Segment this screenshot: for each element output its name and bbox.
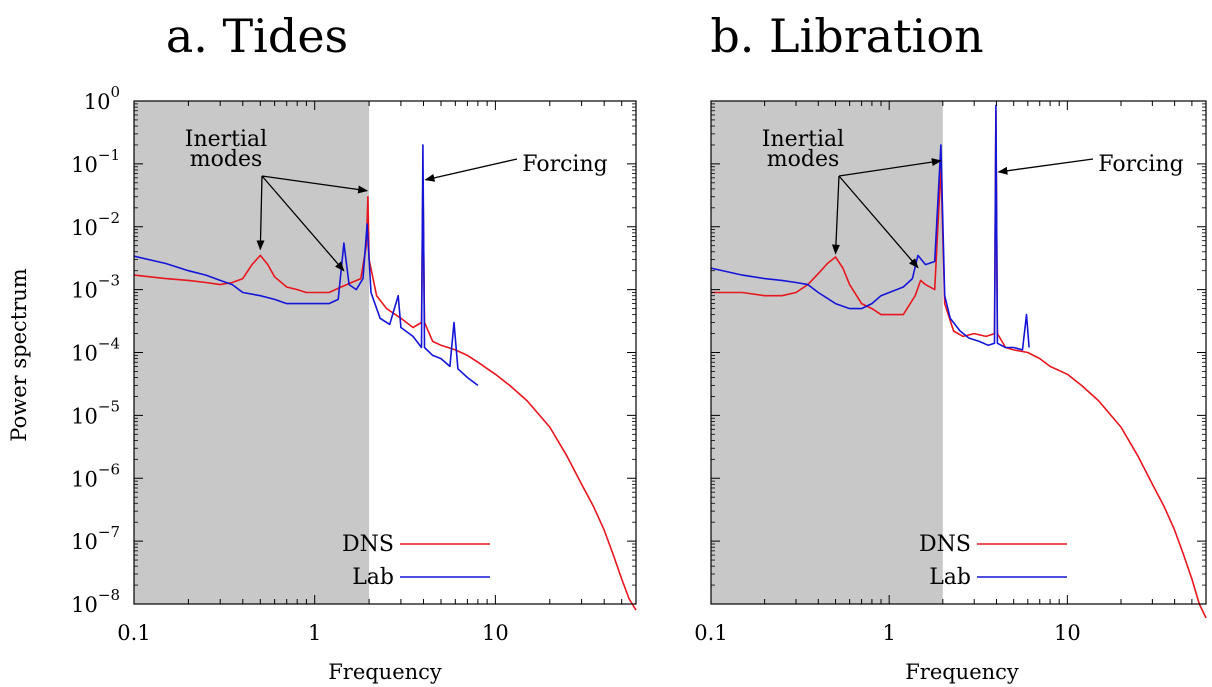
inertial-mode-arrow: [256, 175, 265, 251]
panel-title: a. Tides: [166, 9, 348, 63]
legend-label: Lab: [352, 565, 394, 590]
panel-title: b. Libration: [710, 9, 983, 63]
y-tick-label: 10−2: [71, 209, 120, 240]
plot-area: 0.1 1 10 Inertial modes Forcing DNS Lab: [694, 100, 1207, 645]
panel-tides: a. Tides Power spectrum Frequency 0.1 1 10…: [7, 9, 637, 684]
y-tick-label: 10−6: [71, 460, 120, 491]
legend-label: DNS: [919, 532, 971, 557]
y-tick-label: 10−1: [71, 146, 120, 177]
x-tick-label: 1: [308, 621, 321, 645]
forcing-label: Forcing: [522, 152, 607, 177]
legend-label: Lab: [929, 565, 971, 590]
inertial-modes-label: Inertial modes: [762, 127, 844, 172]
y-tick-label: 10−3: [71, 272, 120, 303]
x-axis-label: Frequency: [905, 660, 1019, 684]
series-lab-line: [133, 144, 479, 387]
shaded-region: [711, 101, 943, 604]
y-tick-label: 10−5: [71, 397, 120, 428]
x-tick-label: 10: [482, 621, 509, 645]
plot-area: 0.1 1 10 100 10−1 10−2 10−3 10−4 10−5 10−6 10−7 10−…: [71, 83, 637, 645]
panel-libration: b. Libration Frequency 0.1 1 10 Inertial mod…: [694, 9, 1207, 684]
inertial-mode-arrow: [838, 158, 942, 177]
inertial-modes-label: Inertial modes: [185, 127, 267, 172]
inertial-mode-arrow: [261, 175, 369, 194]
series-lab-line: [710, 104, 1030, 351]
inertial-mode-arrow: [831, 175, 840, 255]
x-tick-label: 10: [1054, 621, 1081, 645]
y-axis-label: Power spectrum: [7, 268, 31, 441]
x-axis-label: Frequency: [328, 660, 442, 684]
shaded-region: [134, 101, 370, 604]
y-tick-label: 10−8: [71, 586, 120, 617]
y-tick-label: 10−7: [71, 523, 120, 554]
x-tick-label: 0.1: [117, 621, 150, 645]
x-tick-label: 0.1: [694, 621, 727, 645]
forcing-arrow: [424, 158, 518, 182]
x-tick-label: 1: [882, 621, 895, 645]
legend-label: DNS: [342, 532, 394, 557]
forcing-arrow: [997, 158, 1094, 175]
series-dns-line: [711, 109, 1207, 619]
series-dns-line: [133, 177, 637, 611]
y-tick-label: 10−4: [71, 335, 120, 366]
inertial-mode-arrow: [838, 175, 919, 269]
inertial-mode-arrow: [261, 175, 345, 272]
forcing-label: Forcing: [1098, 152, 1183, 177]
y-tick-label: 100: [84, 83, 120, 114]
